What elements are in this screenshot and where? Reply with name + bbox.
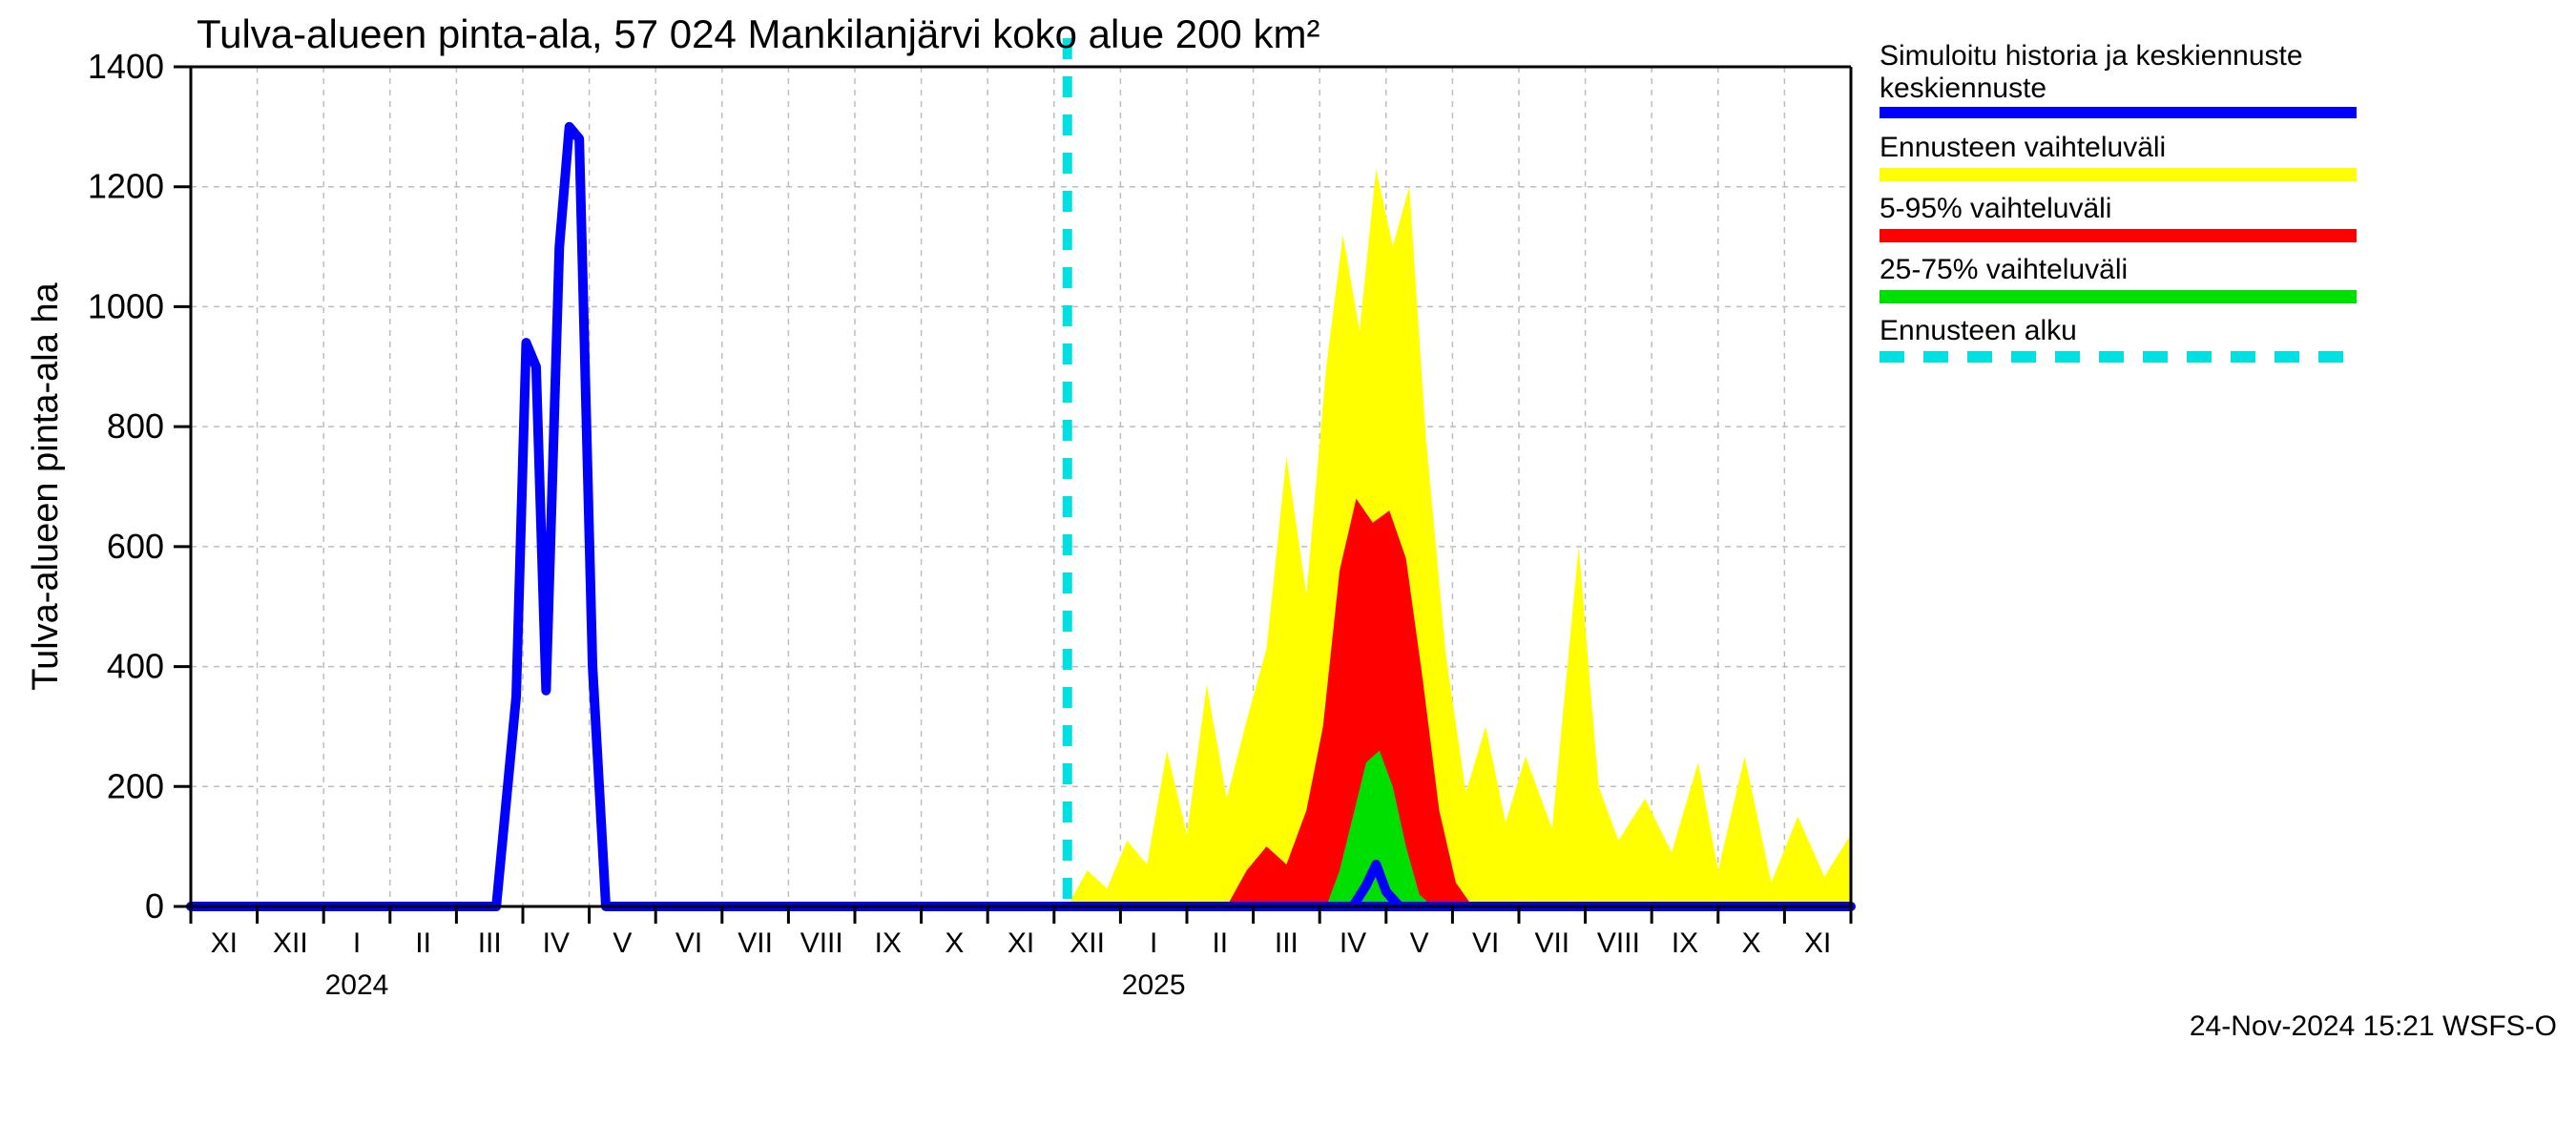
month-label: IV xyxy=(543,927,570,959)
month-label: VI xyxy=(1472,927,1499,959)
month-label: XI xyxy=(1804,927,1831,959)
month-label: VII xyxy=(1534,927,1569,959)
year-label: 2025 xyxy=(1122,969,1186,1001)
month-label: I xyxy=(353,927,361,959)
month-label: VIII xyxy=(800,927,843,959)
y-tick-label: 1400 xyxy=(88,47,164,86)
y-tick-label: 1200 xyxy=(88,167,164,206)
month-label: III xyxy=(478,927,502,959)
legend-label: 5-95% vaihteluväli xyxy=(1880,193,2111,224)
month-label: I xyxy=(1150,927,1157,959)
y-tick-label: 800 xyxy=(107,406,164,446)
y-axis-label: Tulva-alueen pinta-ala ha xyxy=(26,281,66,690)
y-tick-label: 0 xyxy=(145,886,164,926)
y-tick-label: 600 xyxy=(107,527,164,566)
month-label: II xyxy=(415,927,431,959)
month-label: XI xyxy=(211,927,238,959)
legend-label: 25-75% vaihteluväli xyxy=(1880,254,2128,285)
month-label: X xyxy=(1742,927,1761,959)
month-label: VII xyxy=(737,927,773,959)
month-label: X xyxy=(945,927,964,959)
year-label: 2024 xyxy=(325,969,389,1001)
month-label: XII xyxy=(273,927,308,959)
y-tick-label: 200 xyxy=(107,766,164,805)
legend-swatch xyxy=(1880,290,2357,303)
chart-svg: 0200400600800100012001400XIXIIIIIIIIIVVV… xyxy=(0,0,2576,1145)
month-label: VIII xyxy=(1597,927,1640,959)
y-tick-label: 400 xyxy=(107,647,164,686)
footer-timestamp: 24-Nov-2024 15:21 WSFS-O xyxy=(2190,1010,2557,1042)
legend-label: Simuloitu historia ja keskiennuste xyxy=(1880,40,2303,72)
month-label: IV xyxy=(1340,927,1366,959)
legend-label-line2: keskiennuste xyxy=(1880,73,2046,104)
legend-label: Ennusteen vaihteluväli xyxy=(1880,132,2166,163)
chart-title: Tulva-alueen pinta-ala, 57 024 Mankilanj… xyxy=(197,11,1319,56)
chart-container: 0200400600800100012001400XIXIIIIIIIIIVVV… xyxy=(0,0,2576,1145)
month-label: V xyxy=(613,927,632,959)
month-label: XI xyxy=(1008,927,1034,959)
month-label: III xyxy=(1275,927,1298,959)
month-label: XII xyxy=(1070,927,1105,959)
legend-swatch xyxy=(1880,229,2357,242)
month-label: V xyxy=(1410,927,1429,959)
month-label: IX xyxy=(1672,927,1698,959)
month-label: II xyxy=(1212,927,1228,959)
month-label: VI xyxy=(675,927,702,959)
y-tick-label: 1000 xyxy=(88,286,164,325)
legend-label: Ennusteen alku xyxy=(1880,315,2077,346)
legend-swatch xyxy=(1880,168,2357,181)
month-label: IX xyxy=(875,927,902,959)
